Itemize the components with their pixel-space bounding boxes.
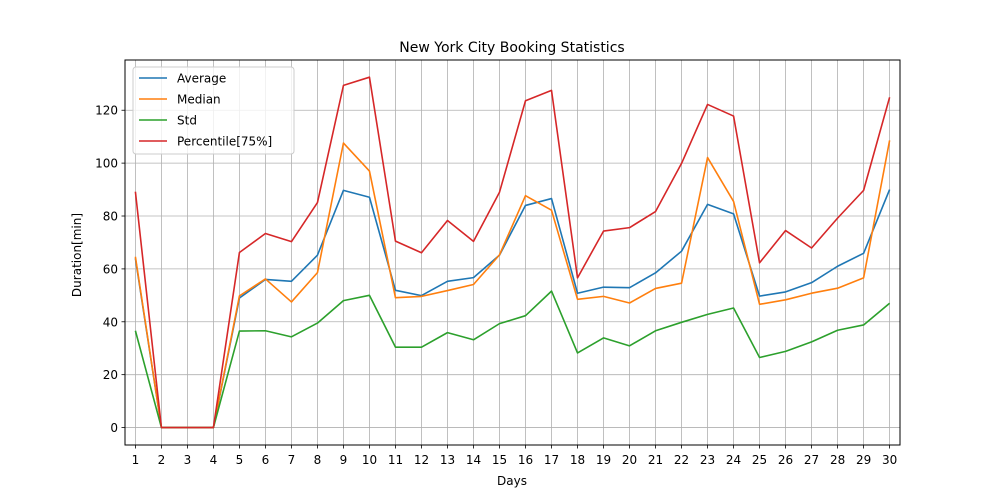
x-tick-label: 16 (518, 453, 533, 467)
x-tick-label: 10 (362, 453, 377, 467)
y-tick-label: 40 (103, 315, 118, 329)
x-tick-label: 2 (158, 453, 166, 467)
x-tick-label: 4 (210, 453, 218, 467)
series-line-percentile-75 (134, 76, 891, 429)
x-axis-label: Days (497, 474, 527, 488)
legend-label: Percentile[75%] (177, 135, 272, 149)
x-tick-label: 3 (184, 453, 192, 467)
x-tick-label: 13 (440, 453, 455, 467)
x-tick-label: 20 (622, 453, 637, 467)
series-line-median (134, 140, 891, 429)
x-tick-label: 12 (414, 453, 429, 467)
x-tick-label: 28 (830, 453, 845, 467)
legend-label: Average (177, 72, 226, 86)
x-tick-label: 19 (596, 453, 611, 467)
y-tick-label: 20 (103, 368, 118, 382)
y-tick-label: 80 (103, 210, 118, 224)
y-axis-label: Duration[min] (70, 213, 84, 297)
x-tick-label: 14 (466, 453, 481, 467)
legend-label: Std (177, 114, 197, 128)
legend: Average Median Std Percentile[75%] (132, 66, 295, 155)
series-line-std (134, 290, 891, 429)
x-tick-label: 6 (262, 453, 270, 467)
x-tick-label: 7 (288, 453, 296, 467)
x-tick-label: 26 (778, 453, 793, 467)
x-tick-label: 17 (544, 453, 559, 467)
ticks: 1 2 3 4 5 6 7 8 9 10 11 12 13 14 15 16 17 18 19 20 21 22 23 24 2… (95, 104, 897, 467)
x-tick-label: 21 (648, 453, 663, 467)
x-tick-label: 23 (700, 453, 715, 467)
y-tick-label: 0 (110, 421, 118, 435)
x-tick-label: 25 (752, 453, 767, 467)
x-tick-label: 15 (492, 453, 507, 467)
x-tick-label: 8 (314, 453, 322, 467)
legend-box (132, 66, 295, 155)
y-tick-label: 120 (95, 104, 118, 118)
x-tick-label: 9 (340, 453, 348, 467)
x-tick-label: 11 (388, 453, 403, 467)
y-tick-label: 100 (95, 157, 118, 171)
series-layer (134, 76, 891, 429)
x-tick-label: 5 (236, 453, 244, 467)
x-tick-label: 30 (882, 453, 897, 467)
x-tick-label: 27 (804, 453, 819, 467)
chart-title: New York City Booking Statistics (399, 40, 624, 56)
x-tick-label: 22 (674, 453, 689, 467)
legend-label: Median (177, 93, 221, 107)
x-tick-label: 29 (856, 453, 871, 467)
x-tick-label: 24 (726, 453, 741, 467)
x-tick-label: 1 (132, 453, 140, 467)
plot-frame (124, 59, 901, 446)
y-tick-label: 60 (103, 262, 118, 276)
x-tick-label: 18 (570, 453, 585, 467)
